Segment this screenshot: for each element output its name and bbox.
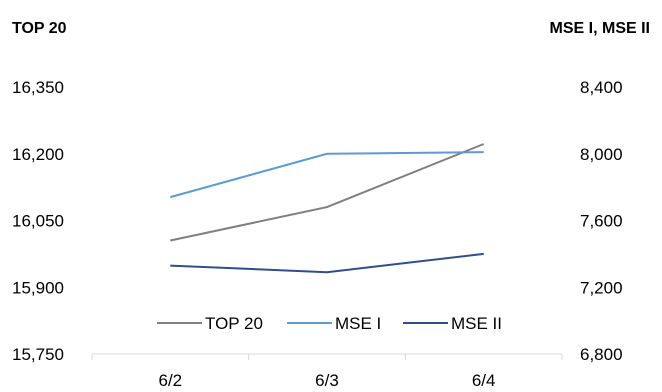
series-line-mse-ii	[170, 252, 484, 274]
left-axis-title: TOP 20	[12, 20, 67, 37]
x-tick-label: 6/4	[472, 371, 496, 390]
legend: TOP 20 MSE I MSE II	[157, 314, 502, 333]
series-line-mse-i	[170, 151, 484, 199]
x-tick-label: 6/3	[315, 371, 339, 390]
legend-label-top-20: TOP 20	[205, 314, 263, 333]
left-axis-ticks: 16,350 16,200 16,050 15,900 15,750	[12, 78, 64, 364]
right-axis-ticks: 8,400 8,000 7,600 7,200 6,800	[580, 78, 623, 364]
right-tick-label: 6,800	[580, 345, 623, 364]
x-tick-label: 6/2	[159, 371, 183, 390]
right-tick-label: 7,200	[580, 278, 623, 297]
left-tick-label: 15,750	[12, 345, 64, 364]
legend-label-mse-i: MSE I	[335, 314, 381, 333]
series-lines	[170, 143, 485, 274]
right-tick-label: 7,600	[580, 212, 623, 231]
right-tick-label: 8,400	[580, 78, 623, 97]
legend-label-mse-ii: MSE II	[451, 314, 502, 333]
series-line-top-20	[170, 143, 485, 242]
right-tick-label: 8,000	[580, 145, 623, 164]
left-tick-label: 16,050	[12, 212, 64, 231]
left-tick-label: 16,200	[12, 145, 64, 164]
left-tick-label: 15,900	[12, 278, 64, 297]
left-tick-label: 16,350	[12, 78, 64, 97]
right-axis-title: MSE I, MSE II	[550, 20, 650, 37]
x-axis-ticks: 6/2 6/3 6/4	[91, 354, 563, 390]
